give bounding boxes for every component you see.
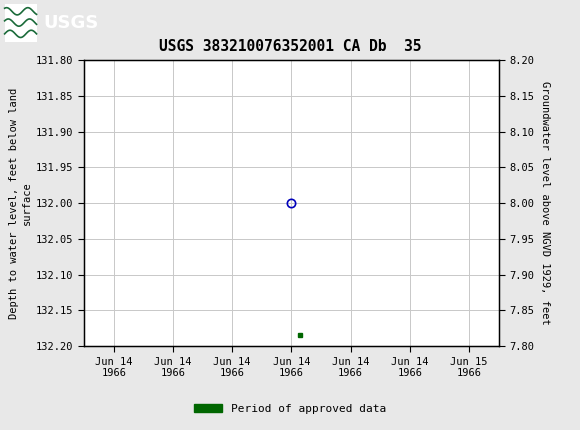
Text: USGS 383210076352001 CA Db  35: USGS 383210076352001 CA Db 35 xyxy=(159,39,421,54)
Text: USGS: USGS xyxy=(44,14,99,31)
Legend: Period of approved data: Period of approved data xyxy=(190,399,390,418)
Y-axis label: Groundwater level above NGVD 1929, feet: Groundwater level above NGVD 1929, feet xyxy=(540,81,550,325)
Y-axis label: Depth to water level, feet below land
surface: Depth to water level, feet below land su… xyxy=(9,88,32,319)
FancyBboxPatch shape xyxy=(5,3,37,42)
